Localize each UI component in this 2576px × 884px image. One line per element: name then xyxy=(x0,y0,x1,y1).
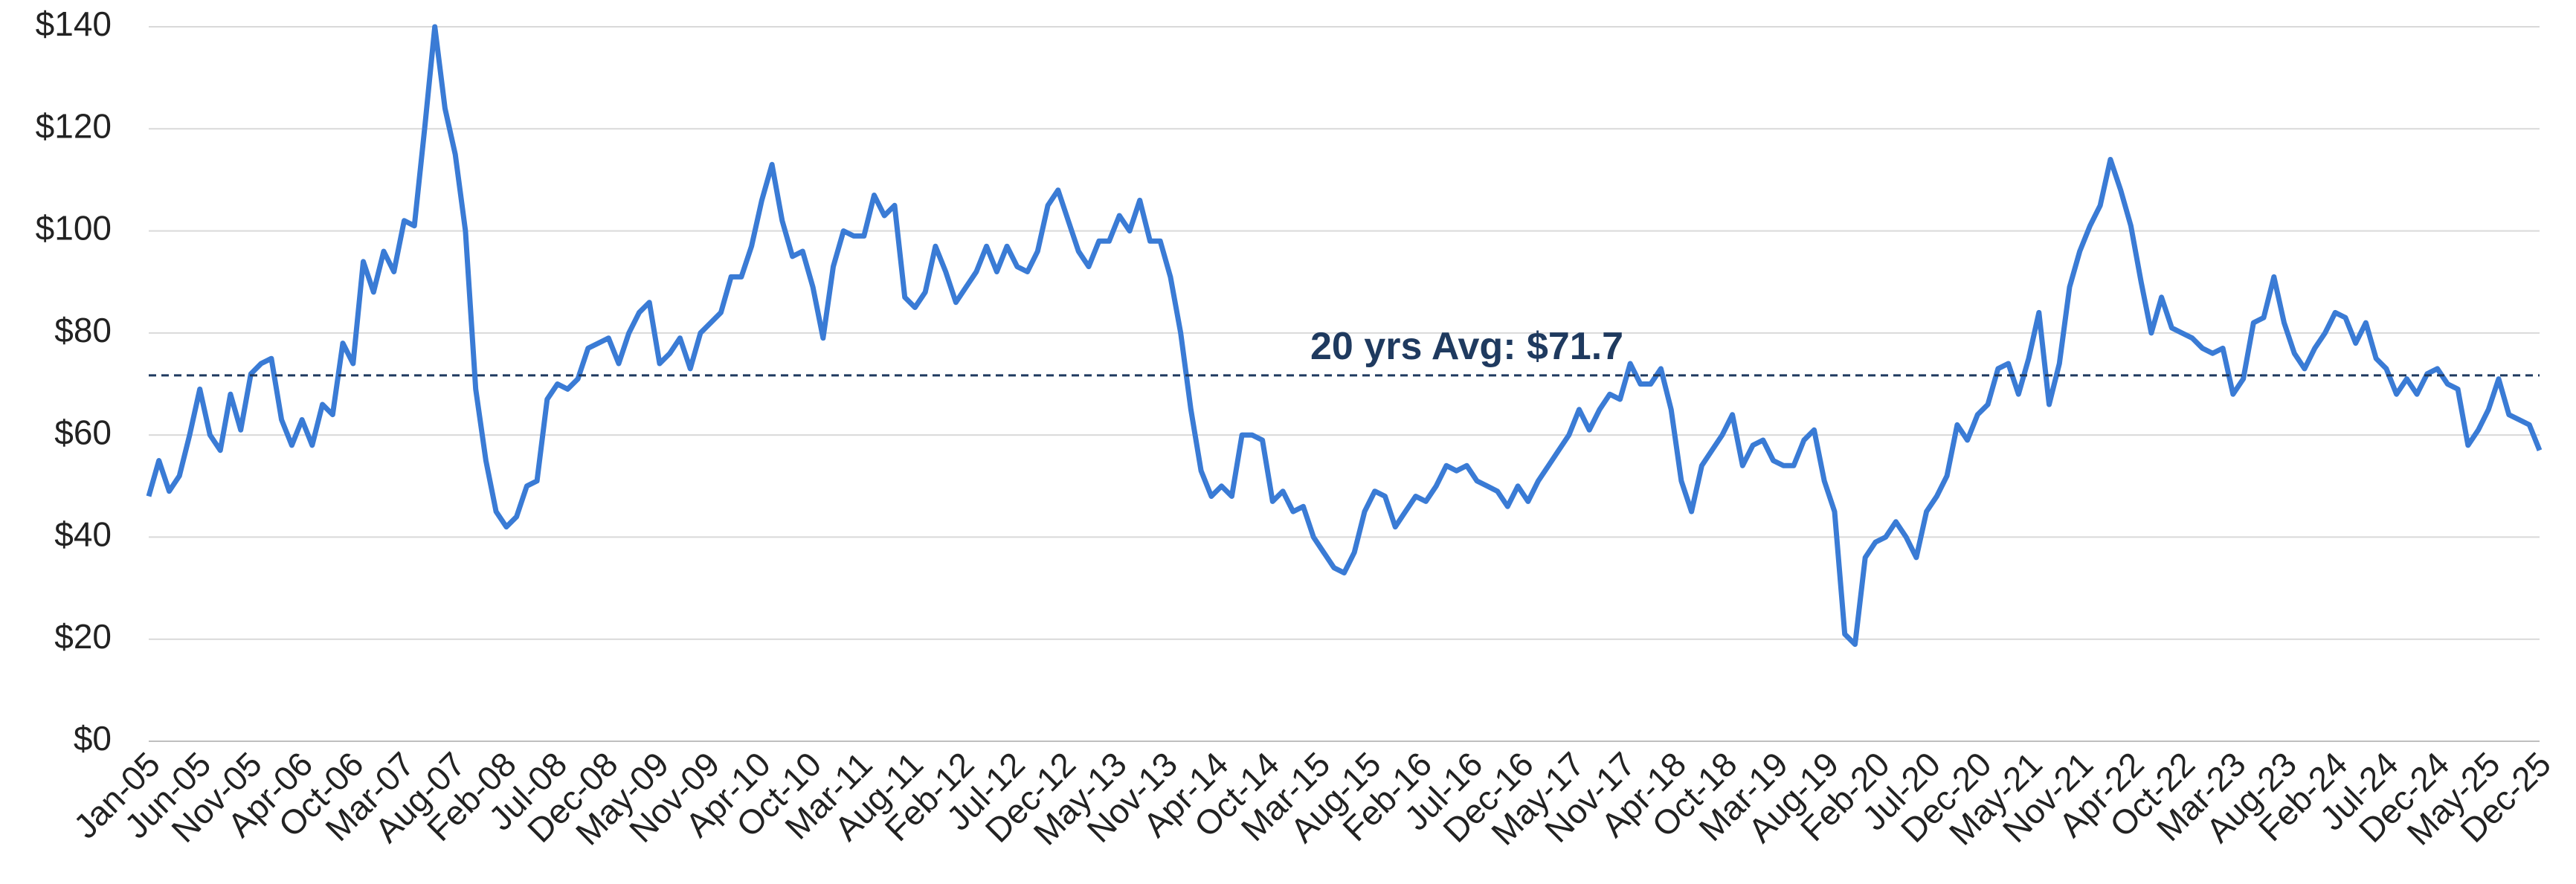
average-annotation: 20 yrs Avg: $71.7 xyxy=(1310,325,1623,368)
y-tick-label: $80 xyxy=(54,311,112,349)
price-line xyxy=(146,24,2543,648)
y-tick-label: $40 xyxy=(54,515,112,554)
y-tick-label: $120 xyxy=(36,106,112,145)
y-tick-label: $100 xyxy=(36,209,112,248)
y-tick-label: $20 xyxy=(54,617,112,656)
y-tick-label: $0 xyxy=(74,719,112,758)
y-tick-label: $140 xyxy=(36,4,112,43)
y-tick-label: $60 xyxy=(54,413,112,451)
